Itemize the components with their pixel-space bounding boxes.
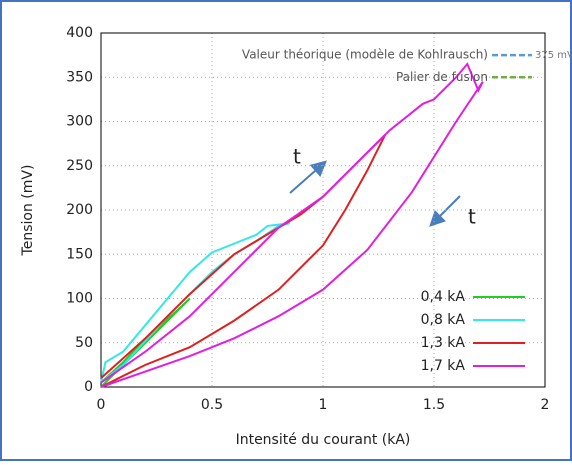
y-tick-label: 200 [66, 202, 93, 218]
legend-label: 0,8 kA [421, 312, 466, 328]
x-tick-label: 1.5 [423, 397, 445, 413]
y-tick-label: 50 [75, 335, 93, 351]
x-tick-label: 0 [97, 397, 106, 413]
y-tick-label: 350 [66, 69, 93, 85]
reference-label: Palier de fusion [396, 70, 488, 84]
arrow [289, 160, 327, 194]
legend-label: 1,7 kA [421, 358, 466, 374]
line [100, 62, 484, 388]
y-axis-label: Tension (mV) [20, 165, 36, 257]
x-axis-label: Intensité du courant (kA) [236, 432, 411, 448]
y-tick-label: 0 [84, 379, 93, 395]
y-tick-label: 300 [66, 114, 93, 130]
annotation: t [293, 145, 301, 169]
reference-value: 375 mV [535, 50, 572, 61]
reference-label: Valeur théorique (modèle de Kohlrausch) [242, 48, 488, 62]
legend-label: 1,3 kA [421, 335, 466, 351]
y-tick-label: 250 [66, 158, 93, 174]
x-tick-label: 0.5 [201, 397, 223, 413]
y-tick-label: 150 [66, 246, 93, 262]
y-tick-label: 100 [66, 291, 93, 307]
legend-label: 0,4 kA [421, 289, 466, 305]
annotation: t [468, 205, 476, 229]
y-tick-label: 400 [66, 25, 93, 41]
plot-frame [100, 32, 546, 388]
x-tick-label: 1 [319, 397, 328, 413]
x-tick-label: 2 [541, 397, 550, 413]
